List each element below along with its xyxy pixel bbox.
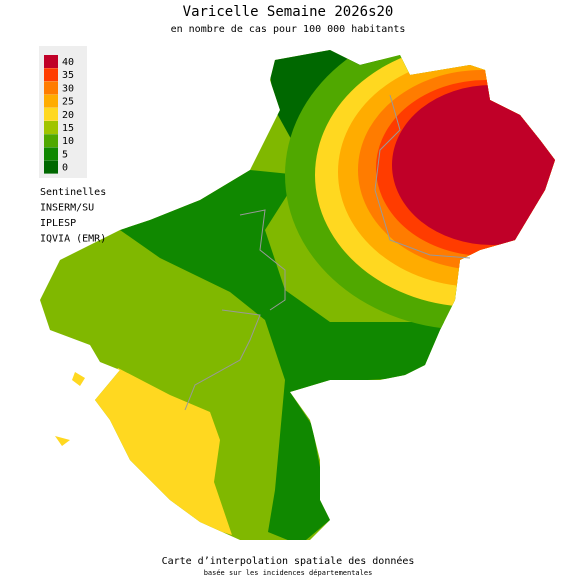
- sources: Sentinelles INSERM/SU IPLESP IQVIA (EMR): [40, 187, 106, 245]
- borders: [184, 94, 471, 411]
- legend-label: 5: [62, 149, 68, 160]
- legend-swatch: [44, 81, 58, 95]
- title: Varicelle Semaine 2026s20: [183, 4, 394, 20]
- legend-swatch: [44, 94, 58, 108]
- footer: Carte d’interpolation spatiale des donné…: [162, 555, 415, 567]
- legend-label: 35: [62, 70, 74, 81]
- source: IQVIA (EMR): [40, 234, 106, 245]
- legend-label: 25: [62, 97, 74, 108]
- source: INSERM/SU: [40, 203, 94, 214]
- legend-label: 30: [62, 83, 74, 94]
- legend-swatch: [44, 55, 58, 68]
- legend-swatch: [44, 134, 58, 148]
- islands: [55, 372, 85, 446]
- source: Sentinelles: [40, 187, 106, 198]
- footer-note: basée sur les incidences départementales: [204, 569, 373, 577]
- legend-label: 20: [62, 110, 74, 121]
- subtitle: en nombre de cas pour 100 000 habitants: [171, 24, 406, 35]
- legend-swatch: [44, 107, 58, 121]
- legend-label: 40: [62, 57, 74, 68]
- legend-swatch: [44, 147, 58, 161]
- legend-label: 0: [62, 163, 68, 174]
- source: IPLESP: [40, 218, 76, 229]
- legend-label: 10: [62, 136, 74, 147]
- legend-swatch: [44, 121, 58, 134]
- legend: 40 35 30 25 20 15 10 5 0: [44, 55, 74, 174]
- legend-swatch: [44, 68, 58, 82]
- legend-label: 15: [62, 123, 74, 134]
- legend-swatch: [44, 160, 58, 174]
